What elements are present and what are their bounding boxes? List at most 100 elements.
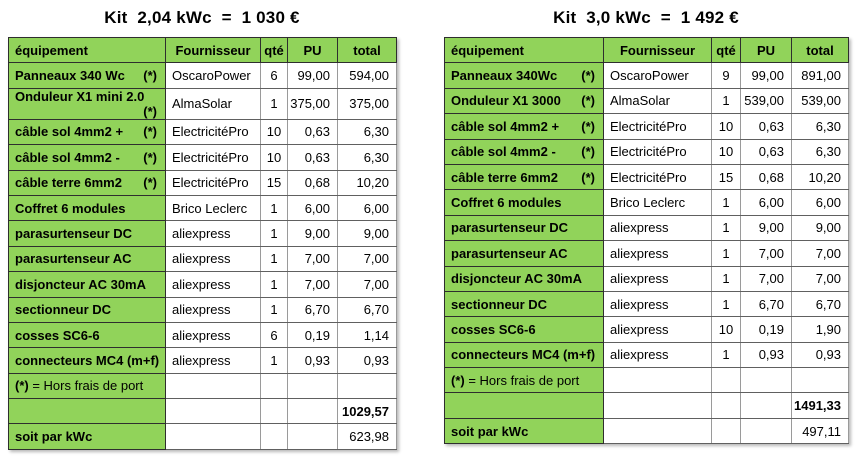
qty-cell: 1 bbox=[260, 220, 288, 247]
empty-cell bbox=[287, 372, 338, 400]
footnote-row: (*) = Hors frais de port bbox=[8, 372, 397, 400]
equipment-cell: câble sol 4mm2 + (*) bbox=[444, 113, 604, 140]
supplier-cell: aliexpress bbox=[603, 316, 712, 343]
line-total-cell: 6,30 bbox=[337, 118, 397, 146]
header-qty: qté bbox=[711, 36, 741, 64]
supplier-cell: ElectricitéPro bbox=[603, 113, 712, 140]
equipment-cell: Coffret 6 modules bbox=[444, 189, 604, 216]
qty-cell: 1 bbox=[711, 341, 741, 369]
supplier-cell: aliexpress bbox=[165, 296, 261, 323]
line-total-cell: 6,30 bbox=[337, 144, 397, 171]
qty-cell: 10 bbox=[711, 316, 741, 343]
item-row: connecteurs MC4 (m+f) aliexpress 1 0,93 0,93 bbox=[444, 341, 849, 369]
empty-cell bbox=[740, 417, 792, 445]
per-kwc-value-cell: 623,98 bbox=[337, 423, 397, 450]
supplier-cell: aliexpress bbox=[165, 245, 261, 273]
line-total-cell: 6,00 bbox=[337, 194, 397, 222]
per-kwc-label-cell: soit par kWc bbox=[8, 423, 166, 450]
qty-cell: 1 bbox=[711, 240, 741, 267]
empty-cell bbox=[165, 372, 261, 400]
per-kwc-row: soit par kWc 497,11 bbox=[444, 417, 849, 445]
qty-cell: 1 bbox=[711, 214, 741, 242]
unit-price-cell: 7,00 bbox=[740, 240, 792, 267]
qty-cell: 10 bbox=[260, 144, 288, 171]
supplier-cell: AlmaSolar bbox=[603, 87, 712, 115]
per-kwc-label-cell: soit par kWc bbox=[444, 417, 604, 445]
qty-cell: 1 bbox=[260, 347, 288, 374]
footnote-marker: (*) bbox=[451, 372, 465, 388]
header-equipment: équipement bbox=[8, 36, 166, 64]
item-row: Onduleur X1 mini 2.0 (*) AlmaSolar 1 375,00 3… bbox=[8, 87, 397, 120]
equipment-label: parasurtenseur DC bbox=[451, 220, 569, 236]
empty-cell bbox=[287, 423, 338, 450]
unit-price-cell: 375,00 bbox=[287, 87, 338, 120]
kit-title-right: Kit 3,0 kWc = 1 492 € bbox=[553, 8, 739, 27]
line-total-cell: 7,00 bbox=[337, 245, 397, 273]
line-total-cell: 7,00 bbox=[791, 240, 849, 267]
footnote-marker: (*) bbox=[581, 68, 595, 84]
supplier-cell: aliexpress bbox=[165, 271, 261, 298]
empty-cell bbox=[740, 367, 792, 394]
empty-cell bbox=[287, 398, 338, 425]
equipment-label: Coffret 6 modules bbox=[451, 195, 562, 211]
unit-price-cell: 7,00 bbox=[740, 265, 792, 292]
equipment-label: cosses SC6-6 bbox=[15, 327, 100, 343]
line-total-cell: 10,20 bbox=[791, 163, 849, 191]
equipment-cell: Onduleur X1 3000 (*) bbox=[444, 87, 604, 115]
equipment-cell: câble sol 4mm2 - (*) bbox=[444, 138, 604, 165]
line-total-cell: 375,00 bbox=[337, 87, 397, 120]
unit-price-cell: 99,00 bbox=[287, 62, 338, 89]
equipment-cell: connecteurs MC4 (m+f) bbox=[8, 347, 166, 374]
unit-price-cell: 0,68 bbox=[287, 169, 338, 196]
supplier-cell: aliexpress bbox=[165, 220, 261, 247]
unit-price-cell: 0,63 bbox=[740, 113, 792, 140]
line-total-cell: 539,00 bbox=[791, 87, 849, 115]
equipment-cell: parasurtenseur AC bbox=[8, 245, 166, 273]
unit-price-cell: 6,00 bbox=[740, 189, 792, 216]
supplier-cell: aliexpress bbox=[603, 240, 712, 267]
kit-section-left: Kit 2,04 kWc = 1 030 € équipement Fournis… bbox=[8, 5, 397, 450]
item-row: parasurtenseur DC aliexpress 1 9,00 9,00 bbox=[444, 214, 849, 242]
line-total-cell: 9,00 bbox=[791, 214, 849, 242]
equipment-label: sectionneur DC bbox=[15, 302, 112, 318]
line-total-cell: 6,30 bbox=[791, 138, 849, 165]
line-total-cell: 7,00 bbox=[337, 271, 397, 298]
supplier-cell: ElectricitéPro bbox=[603, 138, 712, 165]
equipment-label: câble sol 4mm2 + bbox=[451, 118, 560, 134]
item-row: sectionneur DC aliexpress 1 6,70 6,70 bbox=[8, 296, 397, 323]
unit-price-cell: 7,00 bbox=[287, 271, 338, 298]
qty-cell: 6 bbox=[260, 62, 288, 89]
unit-price-cell: 0,63 bbox=[287, 118, 338, 146]
unit-price-cell: 6,70 bbox=[287, 296, 338, 323]
equipment-cell: Panneaux 340 Wc (*) bbox=[8, 62, 166, 89]
equipment-label: cosses SC6-6 bbox=[451, 321, 536, 337]
footnote-marker: (*) bbox=[15, 378, 29, 394]
supplier-cell: aliexpress bbox=[603, 341, 712, 369]
qty-cell: 1 bbox=[260, 296, 288, 323]
unit-price-cell: 539,00 bbox=[740, 87, 792, 115]
equipment-label: parasurtenseur DC bbox=[15, 226, 133, 242]
line-total-cell: 0,93 bbox=[791, 341, 849, 369]
supplier-cell: aliexpress bbox=[165, 321, 261, 349]
equipment-label: sectionneur DC bbox=[451, 296, 548, 312]
item-row: câble sol 4mm2 - (*) ElectricitéPro 10 0,63 6… bbox=[8, 144, 397, 171]
unit-price-cell: 0,19 bbox=[287, 321, 338, 349]
supplier-cell: OscaroPower bbox=[165, 62, 261, 89]
supplier-cell: OscaroPower bbox=[603, 62, 712, 89]
empty-cell bbox=[165, 398, 261, 425]
equipment-cell: câble sol 4mm2 + (*) bbox=[8, 118, 166, 146]
header-total: total bbox=[337, 36, 397, 64]
qty-cell: 9 bbox=[711, 62, 741, 89]
kit-section-right: Kit 3,0 kWc = 1 492 € équipement Fourniss… bbox=[444, 5, 849, 450]
header-pu: PU bbox=[740, 36, 792, 64]
equipment-cell: parasurtenseur AC bbox=[444, 240, 604, 267]
equipment-cell: Panneaux 340Wc (*) bbox=[444, 62, 604, 89]
equipment-cell: connecteurs MC4 (m+f) bbox=[444, 341, 604, 369]
empty-cell bbox=[711, 392, 741, 419]
qty-cell: 1 bbox=[260, 271, 288, 298]
supplier-cell: ElectricitéPro bbox=[603, 163, 712, 191]
item-row: câble terre 6mm2 (*) ElectricitéPro 15 0,68 1… bbox=[444, 163, 849, 191]
line-total-cell: 1,14 bbox=[337, 321, 397, 349]
unit-price-cell: 7,00 bbox=[287, 245, 338, 273]
item-row: parasurtenseur AC aliexpress 1 7,00 7,00 bbox=[444, 240, 849, 267]
